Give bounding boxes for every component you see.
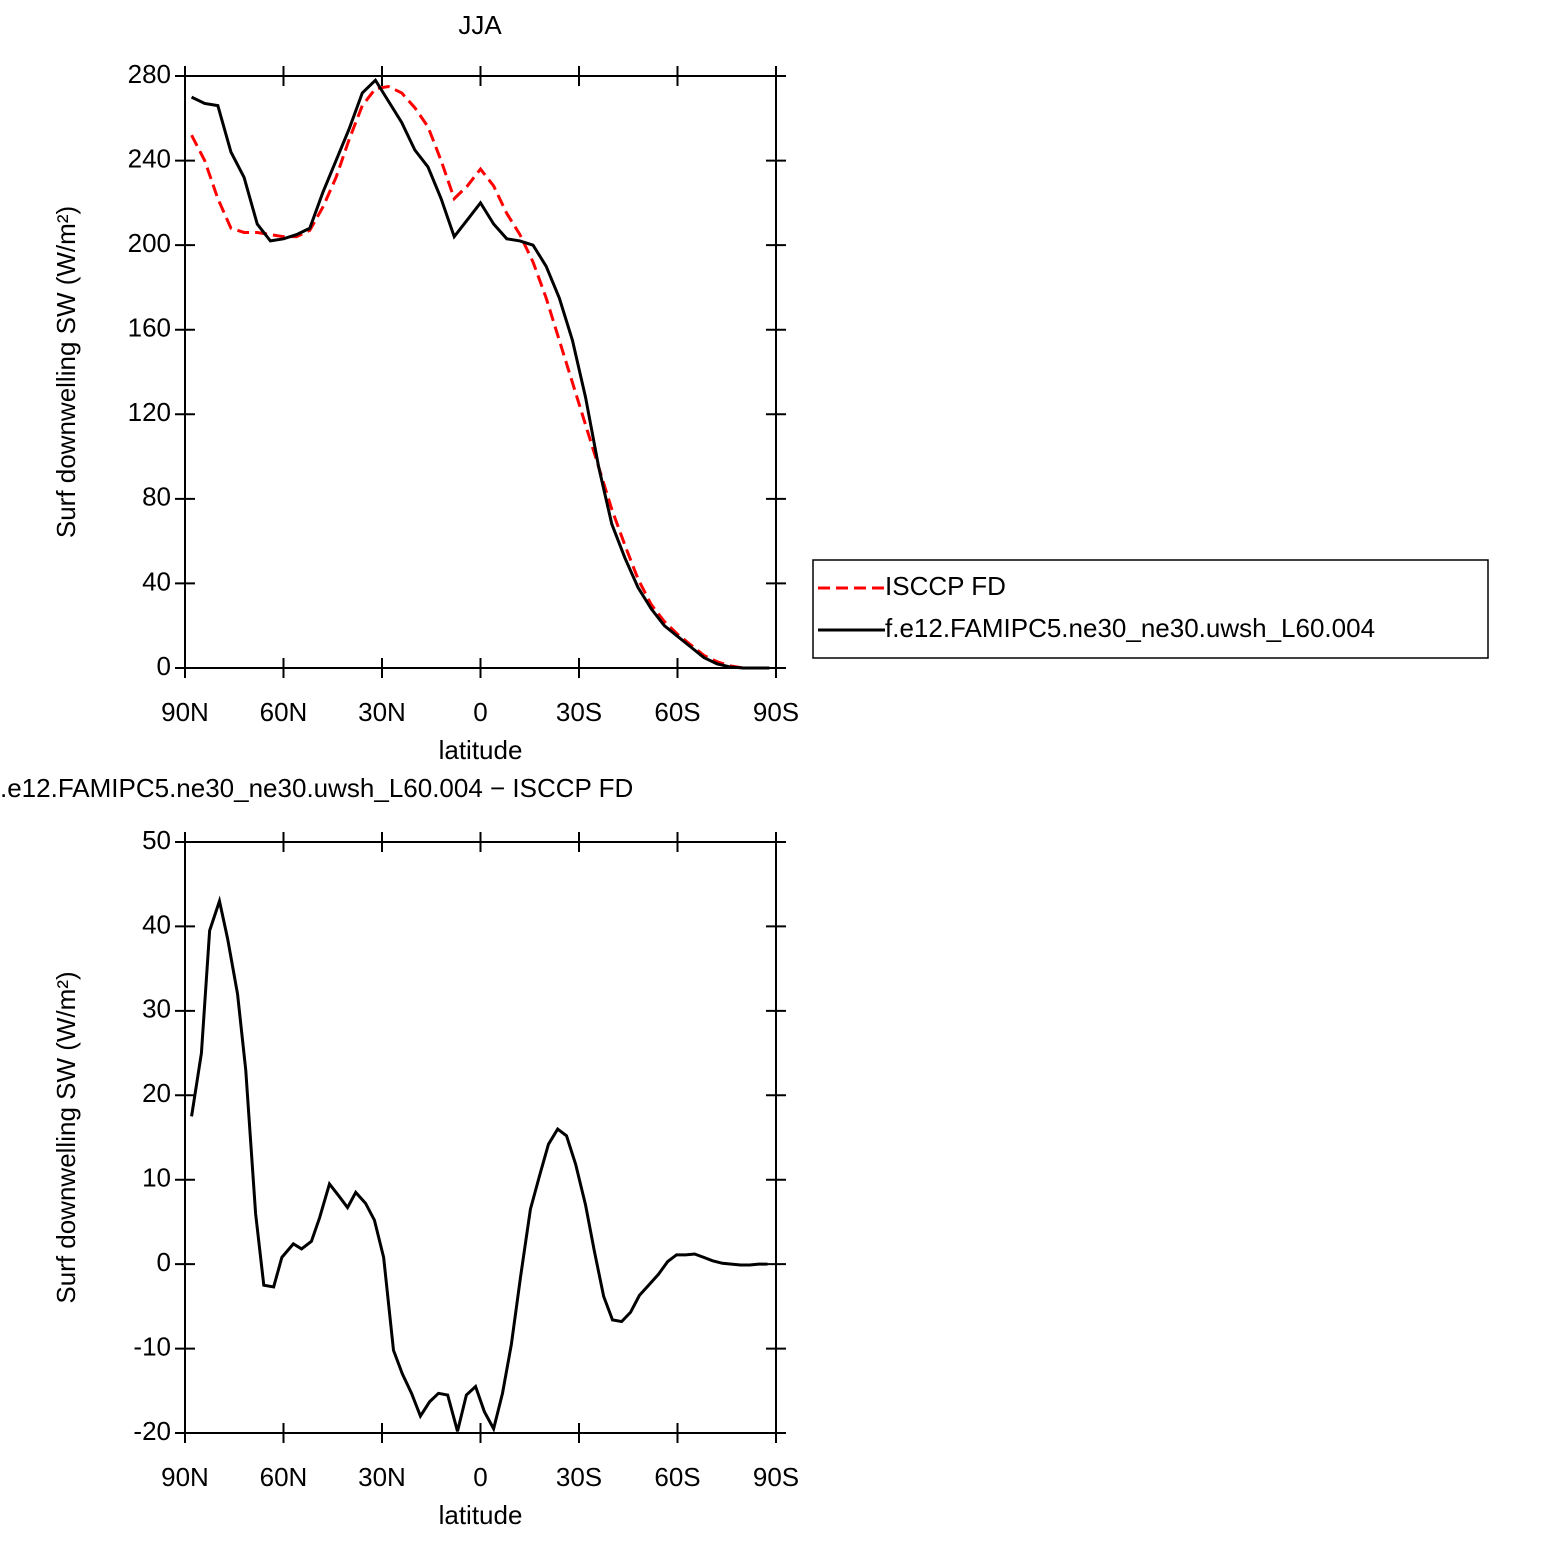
x-tick-label: 0 [473, 697, 487, 727]
x-tick-label: 90N [161, 1462, 209, 1492]
plot-frame [184, 75, 777, 669]
x-tick-label: 90N [161, 697, 209, 727]
y-tick-label: 40 [142, 566, 171, 596]
y-tick-label: 80 [142, 482, 171, 512]
legend-label: ISCCP FD [885, 571, 1006, 601]
y-axis-label: Surf downwelling SW (W/m²) [51, 971, 81, 1303]
x-tick-label: 30S [556, 1462, 602, 1492]
y-tick-label: 40 [142, 909, 171, 939]
x-tick-label: 30S [556, 697, 602, 727]
y-axis-label: Surf downwelling SW (W/m²) [51, 206, 81, 538]
x-tick-label: 60S [654, 1462, 700, 1492]
x-axis-label: latitude [439, 1500, 523, 1530]
x-axis-label: latitude [439, 735, 523, 765]
y-tick-label: 30 [142, 994, 171, 1024]
x-tick-label: 60N [260, 1462, 308, 1492]
chart-title: JJA [458, 10, 502, 40]
data-line [190, 895, 768, 1433]
x-tick-label: 90S [753, 697, 799, 727]
data-line [190, 85, 770, 670]
data-line [190, 77, 770, 670]
y-tick-label: 240 [128, 143, 171, 173]
y-tick-label: 0 [157, 651, 171, 681]
x-tick-label: 60S [654, 697, 700, 727]
x-tick-label: 60N [260, 697, 308, 727]
x-tick-label: 90S [753, 1462, 799, 1492]
y-tick-label: 10 [142, 1163, 171, 1193]
y-tick-label: 160 [128, 313, 171, 343]
y-tick-label: 120 [128, 397, 171, 427]
y-tick-label: 20 [142, 1078, 171, 1108]
legend-box [812, 559, 1489, 659]
x-tick-label: 30N [358, 1462, 406, 1492]
x-tick-label: 0 [473, 1462, 487, 1492]
chart-title: .e12.FAMIPC5.ne30_ne30.uwsh_L60.004 − IS… [0, 773, 633, 803]
x-tick-label: 30N [358, 697, 406, 727]
y-tick-label: -20 [133, 1416, 171, 1446]
plot-frame [184, 841, 777, 1434]
legend-label: f.e12.FAMIPC5.ne30_ne30.uwsh_L60.004 [885, 613, 1375, 643]
y-tick-label: 50 [142, 825, 171, 855]
y-tick-label: 0 [157, 1247, 171, 1277]
y-tick-label: 200 [128, 228, 171, 258]
y-tick-label: 280 [128, 59, 171, 89]
y-tick-label: -10 [133, 1331, 171, 1361]
